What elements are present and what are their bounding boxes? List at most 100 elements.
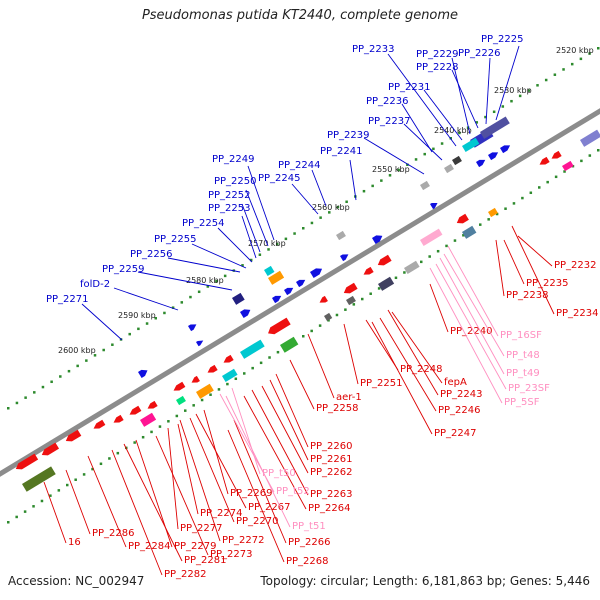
cds-reverse — [319, 295, 328, 303]
rna-gene-label-leader — [231, 387, 261, 475]
tick-dot-outer — [67, 369, 71, 373]
cds-reverse — [562, 160, 574, 172]
cds-forward-shape — [336, 230, 346, 241]
tick-dot-inner — [192, 404, 195, 407]
tick-dot-outer — [570, 62, 574, 66]
tick-dot-inner — [445, 244, 448, 248]
cds-reverse — [377, 254, 392, 266]
reverse-gene-label-leader — [233, 419, 287, 544]
rna-gene-label: PP_5SF — [504, 397, 540, 408]
tick-dot-outer — [85, 359, 88, 362]
tick-dot-inner — [302, 335, 305, 338]
reverse-gene-label: PP_2243 — [440, 389, 483, 400]
tick-dot-inner — [504, 207, 507, 210]
cds-forward-shape — [188, 324, 197, 332]
rna-gene-label-leader — [439, 257, 505, 375]
forward-gene-label-leader — [423, 89, 463, 141]
forward-gene-label-leader — [137, 271, 233, 291]
tick-dot-outer — [284, 237, 288, 241]
cds-reverse-shape — [140, 412, 157, 427]
reverse-gene-label: PP_2267 — [248, 502, 291, 513]
cds-reverse — [324, 312, 333, 322]
cds-reverse — [420, 228, 443, 246]
cds-forward — [196, 340, 204, 347]
cds-reverse-shape — [196, 383, 214, 399]
cds-reverse — [343, 282, 358, 294]
tick-dot-outer — [536, 84, 539, 87]
tick-dot-inner — [116, 451, 120, 455]
tick-dot-outer — [258, 253, 262, 256]
tick-dot-inner — [352, 303, 356, 306]
forward-gene-label-leader — [241, 215, 257, 259]
tick-dot-outer — [59, 375, 62, 378]
tick-dot-outer — [371, 184, 374, 188]
tick-dot-inner — [369, 292, 372, 295]
tick-dot-outer — [223, 274, 227, 278]
tick-dot-outer — [15, 401, 19, 405]
tick-dot-inner — [529, 191, 533, 195]
reverse-gene-label: aer-1 — [336, 392, 362, 403]
tick-dot-inner — [57, 489, 61, 492]
reverse-gene-label-leader — [275, 373, 309, 448]
tick-dot-inner — [133, 441, 136, 444]
forward-gene-label: PP_2239 — [327, 130, 370, 141]
tick-dot-outer — [397, 168, 400, 172]
reverse-gene-label-leader — [179, 419, 221, 542]
tick-dot-inner — [243, 372, 246, 375]
tick-dot-outer — [518, 94, 522, 98]
tick-dot-inner — [217, 388, 221, 391]
tick-dot-outer — [319, 216, 322, 219]
reverse-gene-label: PP_2264 — [308, 503, 351, 514]
forward-gene-label: PP_2226 — [458, 48, 501, 59]
kbp-tick-label: 2600 kbp — [58, 346, 96, 355]
tick-dot-outer — [180, 301, 184, 304]
cds-forward — [430, 202, 438, 210]
forward-gene-label: PP_2237 — [368, 116, 411, 127]
tick-dot-outer — [588, 52, 591, 55]
forward-gene-label-leader — [167, 257, 241, 273]
forward-gene-label-leader — [113, 287, 179, 311]
cds-reverse — [129, 405, 142, 415]
rna-gene-label: PP_t48 — [506, 350, 540, 361]
cds-reverse-shape — [420, 228, 443, 246]
cds-reverse — [140, 412, 157, 427]
tick-dot-inner — [251, 366, 254, 370]
cds-forward-shape — [284, 287, 294, 296]
forward-gene-label: PP_2259 — [102, 264, 145, 275]
reverse-gene-label: PP_2262 — [310, 467, 353, 478]
forward-gene-label: PP_2252 — [208, 190, 251, 201]
tick-dot-outer — [380, 179, 383, 182]
cds-forward-shape — [480, 116, 510, 139]
reverse-gene-label-leader — [511, 225, 555, 315]
cds-reverse — [268, 317, 291, 335]
tick-dot-inner — [32, 505, 35, 508]
cds-reverse-shape — [173, 381, 186, 391]
cds-reverse — [173, 381, 186, 391]
forward-gene-label: PP_2271 — [46, 294, 89, 305]
reverse-gene-label: PP_2282 — [164, 569, 207, 580]
tick-dot-outer — [362, 189, 366, 193]
tick-dot-inner — [158, 425, 162, 428]
tick-dot-outer — [24, 396, 27, 399]
tick-dot-outer — [128, 332, 131, 336]
reverse-gene-label: PP_2258 — [316, 403, 359, 414]
reverse-gene-label-leader — [155, 435, 209, 556]
tick-dot-outer — [328, 211, 331, 214]
cds-forward-shape — [444, 163, 454, 174]
cds-reverse-shape — [539, 156, 550, 165]
tick-dot-inner — [91, 467, 94, 471]
tick-dot-outer — [275, 242, 279, 246]
reverse-gene-label-leader — [251, 389, 309, 496]
reverse-gene-label: PP_2286 — [92, 528, 135, 539]
cds-reverse-shape — [65, 429, 82, 442]
tick-dot-outer — [111, 343, 114, 346]
reverse-gene-label: PP_2247 — [434, 428, 477, 439]
cds-forward — [310, 268, 323, 278]
forward-gene-label: PP_2256 — [130, 249, 173, 260]
cds-forward — [420, 180, 430, 191]
rna-gene-label-leader — [443, 253, 505, 357]
tick-dot-outer — [33, 391, 36, 394]
tick-dot-outer — [310, 221, 314, 225]
cds-reverse — [222, 368, 238, 382]
tick-dot-inner — [74, 478, 77, 481]
